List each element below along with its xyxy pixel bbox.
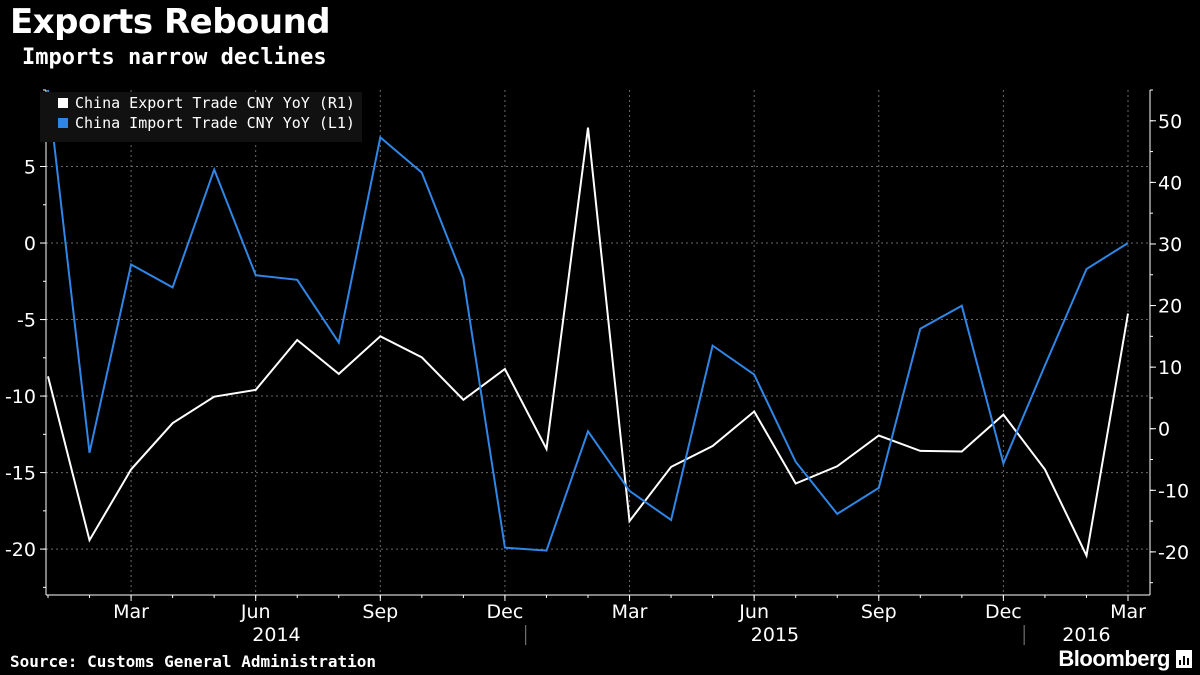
grid-lines [46, 90, 1150, 595]
x-tick-label: Sep [362, 601, 398, 623]
legend-label-import: China Import Trade CNY YoY (L1) [75, 114, 355, 132]
source-note: Source: Customs General Administration [10, 652, 377, 671]
right-tick-label: 10 [1158, 357, 1182, 379]
legend-swatch-import [58, 118, 68, 128]
x-tick-label: Mar [612, 601, 648, 623]
chart-subtitle: Imports narrow declines [22, 45, 327, 70]
right-tick-label: 30 [1158, 234, 1182, 256]
x-tick-label: Mar [1110, 601, 1146, 623]
year-label: 2015 [751, 624, 799, 646]
x-tick-label: Dec [487, 601, 524, 623]
legend-swatch-export [58, 98, 68, 108]
bloomberg-logo: Bloomberg [1058, 646, 1192, 672]
year-label: 2014 [252, 624, 300, 646]
year-label: 2016 [1062, 624, 1110, 646]
series-lines [47, 89, 1129, 559]
export-series-line [47, 127, 1129, 559]
legend-box [40, 92, 362, 142]
right-tick-label: 0 [1158, 419, 1170, 441]
import-series-line [47, 89, 1129, 552]
right-tick-label: -10 [1158, 480, 1189, 502]
x-tick-label: Mar [113, 601, 149, 623]
left-tick-label: -10 [5, 386, 36, 408]
x-tick-label: Jun [240, 601, 271, 623]
left-tick-label: -5 [17, 310, 36, 332]
left-tick-label: -15 [5, 463, 36, 485]
right-tick-label: -20 [1158, 542, 1189, 564]
x-tick-label: Jun [738, 601, 769, 623]
brand-name: Bloomberg [1058, 646, 1170, 671]
right-tick-label: 20 [1158, 296, 1182, 318]
legend: China Export Trade CNY YoY (R1) China Im… [40, 92, 362, 142]
legend-label-export: China Export Trade CNY YoY (R1) [75, 94, 355, 112]
x-tick-label: Dec [985, 601, 1022, 623]
chart-title: Exports Rebound [10, 2, 331, 42]
bar-chart-icon [1176, 650, 1192, 668]
x-tick-label: Sep [861, 601, 897, 623]
right-tick-label: 50 [1158, 111, 1182, 133]
left-tick-label: 0 [24, 233, 36, 255]
left-tick-label: 5 [24, 157, 36, 179]
left-tick-label: -20 [5, 539, 36, 561]
right-tick-label: 40 [1158, 172, 1182, 194]
